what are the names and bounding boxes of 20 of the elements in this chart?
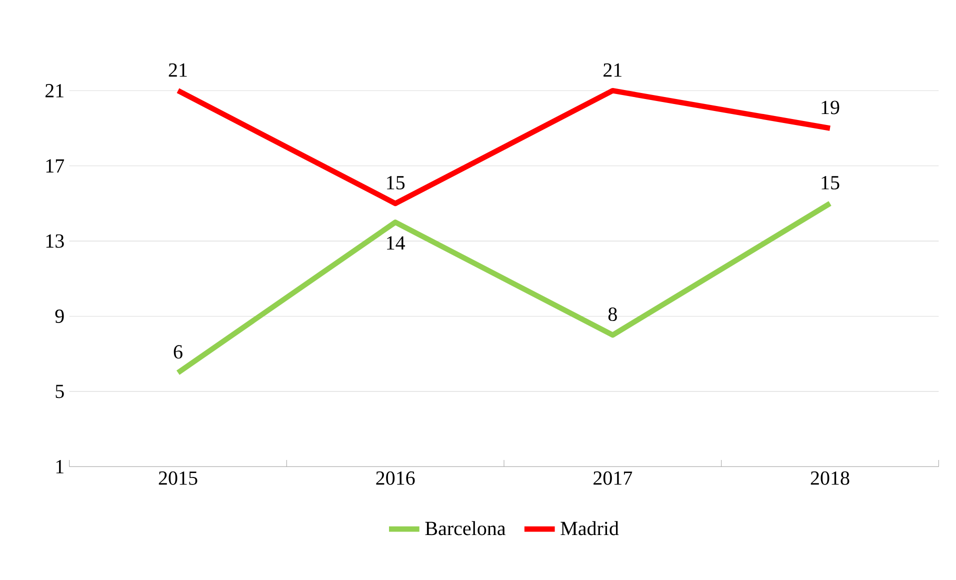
y-tick-label: 1 xyxy=(56,460,64,474)
x-tick-label: 2016 xyxy=(376,471,415,485)
data-label: 8 xyxy=(608,308,617,322)
data-label: 15 xyxy=(822,176,840,190)
y-tick-label: 9 xyxy=(55,310,64,323)
y-tick-label: 13 xyxy=(46,234,64,248)
y-tick-label: 21 xyxy=(46,84,64,98)
data-label: 21 xyxy=(168,63,187,77)
x-tick-label: 2015 xyxy=(158,471,198,485)
data-label: 14 xyxy=(387,236,406,250)
data-label: 21 xyxy=(604,63,622,77)
x-tick-label: 2017 xyxy=(594,471,632,485)
y-tick-label: 17 xyxy=(46,159,64,172)
y-tick-label: 5 xyxy=(56,384,64,398)
legend-label: Madrid xyxy=(560,521,619,536)
legend-label: Barcelona xyxy=(425,521,506,536)
x-tick-label: 2018 xyxy=(810,471,850,485)
data-label: 15 xyxy=(387,176,405,190)
data-label: 19 xyxy=(822,100,840,114)
data-label: 6 xyxy=(174,345,182,359)
